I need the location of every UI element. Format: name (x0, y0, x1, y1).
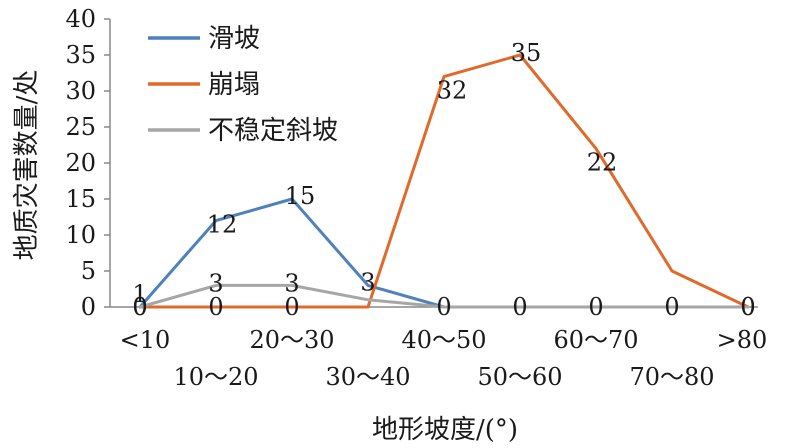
data-label: 0 (588, 293, 603, 321)
data-label: 3 (208, 269, 223, 297)
x-tick-label: 60～70 (553, 326, 638, 354)
legend-label: 不稳定斜坡 (208, 116, 338, 146)
data-label: 22 (587, 149, 618, 177)
y-ticks: 0 5 10 15 20 25 30 35 40 (65, 5, 110, 321)
y-tick-label: 0 (81, 293, 96, 321)
x-tick-label: 40～50 (401, 326, 486, 354)
data-label: 0 (284, 293, 299, 321)
x-axis-title: 地形坡度/(°) (372, 415, 518, 445)
y-tick-label: 35 (65, 41, 96, 69)
y-tick-label: 10 (65, 221, 96, 249)
x-tick-label: 50～60 (477, 363, 562, 391)
data-label: 3 (284, 269, 299, 297)
data-label: 32 (437, 77, 468, 105)
data-label: 3 (360, 268, 375, 296)
data-label: 0 (740, 293, 755, 321)
data-label: 0 (132, 293, 147, 321)
legend-label: 崩塌 (208, 70, 260, 100)
legend-label: 滑坡 (208, 24, 260, 54)
y-tick-label: 15 (65, 185, 96, 213)
x-tick-label: 70～80 (629, 363, 714, 391)
y-tick-label: 30 (65, 77, 96, 105)
x-tick-label: 10～20 (173, 363, 258, 391)
x-tick-label: 20～30 (249, 326, 334, 354)
series-line-3 (138, 283, 750, 309)
data-label: 0 (208, 293, 223, 321)
x-tick-label: 30～40 (325, 363, 410, 391)
data-label: 35 (511, 39, 542, 67)
y-tick-label: 5 (81, 257, 96, 285)
data-label: 1 (132, 280, 147, 308)
x-tick-label: >80 (717, 326, 768, 354)
data-label: 0 (436, 293, 451, 321)
series-lines (138, 53, 750, 309)
y-tick-label: 25 (65, 113, 96, 141)
y-tick-label: 40 (65, 5, 96, 33)
data-label: 0 (132, 293, 147, 321)
x-tick-label: <10 (120, 326, 171, 354)
series-line-2 (138, 53, 750, 309)
data-label: 0 (512, 293, 527, 321)
y-axis-title: 地质灾害数量/处 (12, 70, 42, 261)
data-label: 12 (207, 211, 238, 239)
data-label: 0 (740, 293, 755, 321)
y-tick-label: 20 (65, 149, 96, 177)
data-label: 0 (664, 293, 679, 321)
data-label: 15 (285, 182, 316, 210)
